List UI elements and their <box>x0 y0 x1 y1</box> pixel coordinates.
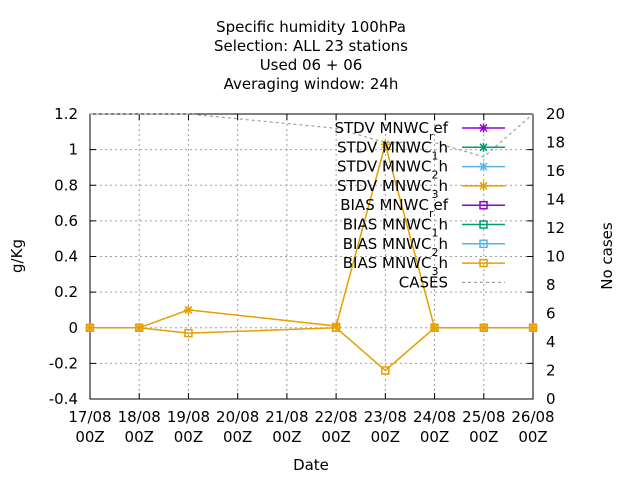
data-point <box>528 323 538 332</box>
y2-tick-label: 8 <box>546 276 556 294</box>
legend-label: BIAS MNWC3h <box>343 254 448 278</box>
legend-label: BIAS MNWC1h <box>343 216 448 240</box>
legend-label: CASES <box>399 273 448 291</box>
legend-marker <box>479 258 488 268</box>
x-tick-label-date: 19/08 <box>167 408 210 426</box>
y2-tick-label: 20 <box>546 105 565 123</box>
y-tick-label: -0.4 <box>49 390 78 408</box>
y2-tick-label: 10 <box>546 248 565 266</box>
legend-marker <box>479 220 488 229</box>
x-tick-label-date: 25/08 <box>462 408 505 426</box>
data-point <box>430 323 439 332</box>
y-tick-label: 0.8 <box>54 176 78 194</box>
y-tick-label: 0.6 <box>54 212 78 230</box>
series-line <box>90 327 533 372</box>
legend-marker <box>479 200 488 210</box>
data-point <box>85 323 95 332</box>
x-tick-label-hour: 00Z <box>125 428 154 446</box>
legend-label: BIAS MNWC2h <box>343 235 448 258</box>
data-point <box>184 328 193 338</box>
series-line <box>90 141 533 329</box>
title-line: Selection: ALL 23 stations <box>214 37 408 55</box>
y2-tick-label: 6 <box>546 305 556 323</box>
y-tick-label: 0 <box>68 319 78 337</box>
x-tick-label-hour: 00Z <box>174 428 203 446</box>
x-tick-label-hour: 00Z <box>371 428 400 446</box>
legend-label: STDV MNWC3h <box>337 177 448 201</box>
grid <box>89 113 534 400</box>
legend-marker <box>479 181 488 191</box>
legend-marker <box>479 123 488 133</box>
y-tick-label: 1 <box>68 141 78 159</box>
x-tick-label-hour: 00Z <box>272 428 301 446</box>
x-tick-label-date: 24/08 <box>413 408 456 426</box>
y2-axis-label: No cases <box>598 222 616 290</box>
y-axis-label: g/Kg <box>8 239 26 273</box>
y-tick-label: 0.4 <box>54 248 78 266</box>
x-axis-label: Date <box>293 456 329 474</box>
x-tick-label-hour: 00Z <box>321 428 350 446</box>
x-tick-label-date: 20/08 <box>216 408 259 426</box>
y2-axis-ticks: 0 2 4 6 8 10 12 14 16 18 20 <box>546 105 565 408</box>
x-tick-label-hour: 00Z <box>75 428 104 446</box>
y-tick-label: -0.2 <box>49 354 78 372</box>
title-line: Used 06 + 06 <box>260 56 363 74</box>
x-tick-label-date: 22/08 <box>314 408 357 426</box>
title-line: Averaging window: 24h <box>224 75 399 93</box>
y2-tick-label: 2 <box>546 362 556 380</box>
legend-label: STDV MNWC1h <box>337 138 448 162</box>
y2-tick-label: 18 <box>546 134 565 152</box>
x-tick-label-date: 17/08 <box>68 408 111 426</box>
x-tick-label-date: 23/08 <box>364 408 407 426</box>
y2-tick-label: 4 <box>546 333 556 351</box>
x-tick-label-hour: 00Z <box>469 428 498 446</box>
x-tick-label-hour: 00Z <box>518 428 547 446</box>
legend-marker <box>479 142 488 152</box>
y2-tick-label: 12 <box>546 219 565 237</box>
legend-label: BIAS MNWCref <box>340 196 448 220</box>
y2-tick-label: 16 <box>546 162 565 180</box>
x-tick-label-date: 21/08 <box>265 408 308 426</box>
legend-label: STDV MNWCref <box>334 119 448 143</box>
data-point <box>134 323 144 332</box>
y2-tick-label: 14 <box>546 191 565 209</box>
data-point <box>381 366 390 375</box>
x-tick-label-date: 26/08 <box>511 408 554 426</box>
data-point <box>183 305 193 315</box>
legend-marker <box>479 162 488 172</box>
title-line: Specific humidity 100hPa <box>216 18 406 36</box>
x-tick-label-hour: 00Z <box>420 428 449 446</box>
data-point <box>479 323 489 332</box>
series-line <box>90 113 534 158</box>
series <box>85 113 538 375</box>
x-tick-label-hour: 00Z <box>223 428 252 446</box>
y-tick-label: 1.2 <box>54 105 78 123</box>
legend-label: STDV MNWC2h <box>337 158 448 182</box>
x-tick-label-date: 18/08 <box>118 408 161 426</box>
y-tick-label: 0.2 <box>54 283 78 301</box>
legend-marker <box>479 239 488 249</box>
x-axis-ticks: 17/08 00Z 18/08 00Z 19/08 00Z 20/08 00Z 21/08 00Z… <box>68 114 555 446</box>
y2-tick-label: 0 <box>546 390 556 408</box>
data-point <box>331 323 341 332</box>
